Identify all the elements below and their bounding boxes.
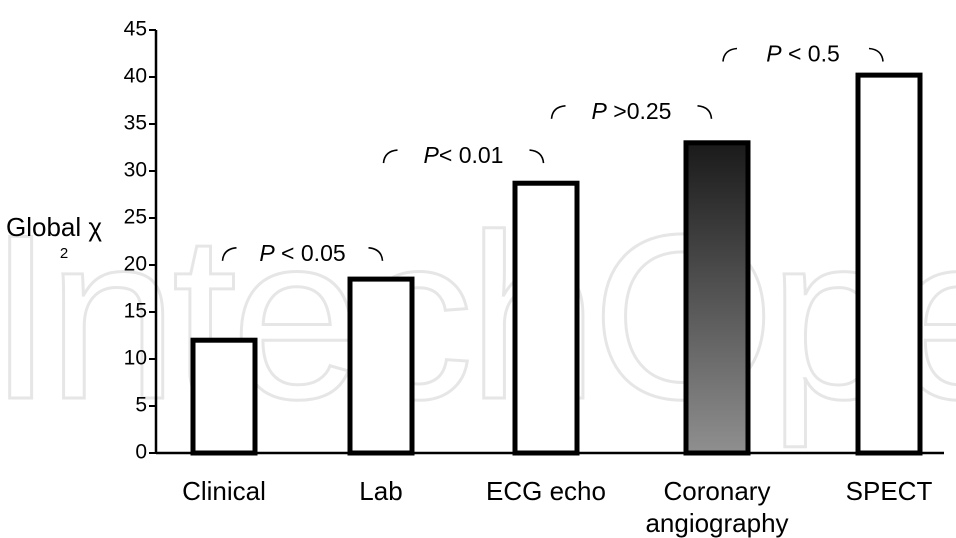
category-label: Clinical [182, 476, 266, 506]
y-axis-label-superscript: 2 [60, 245, 68, 262]
p-value-label: P< 0.01 [424, 142, 504, 168]
bracket-right [368, 246, 384, 261]
annotation-p-value: P < 0.5 [722, 41, 884, 67]
annotation-p-value: P < 0.05 [221, 240, 384, 266]
bars [190, 72, 923, 456]
y-tick-label: 45 [124, 18, 147, 41]
p-value-label: P >0.25 [592, 98, 672, 124]
y-tick-label: 35 [124, 112, 147, 135]
bracket-right [697, 105, 713, 119]
significance-annotations: P < 0.05 P< 0.01 P >0.25 P < 0.5 [221, 41, 884, 266]
bar-lab [347, 276, 415, 456]
bar-spect [855, 72, 923, 456]
y-tick-label: 25 [124, 206, 147, 229]
p-value-label: P < 0.05 [259, 240, 345, 266]
bracket-right [529, 149, 545, 164]
y-tick-label: 5 [135, 394, 147, 417]
category-label: ECG echo [486, 476, 606, 506]
bar-coronary-angiography [683, 140, 751, 456]
bracket-left [722, 47, 738, 62]
annotation-p-value: P< 0.01 [382, 142, 545, 168]
category-labels: Clinical Lab ECG echo Coronary angiography SP… [182, 476, 932, 538]
bracket-left [221, 246, 237, 261]
bar-ecg-echo [512, 180, 580, 456]
watermark-text: IntechOpen [0, 185, 956, 448]
y-axis-label: Global χ [6, 212, 102, 242]
y-tick-label: 20 [124, 253, 147, 276]
category-label: SPECT [846, 476, 933, 506]
y-tick-label: 30 [124, 159, 147, 182]
bracket-left [550, 105, 566, 119]
annotation-p-value: P >0.25 [550, 98, 713, 124]
y-tick-label: 10 [124, 347, 147, 370]
y-tick-label: 0 [135, 441, 147, 464]
bracket-right [868, 47, 884, 62]
category-label: Coronary angiography [645, 476, 788, 538]
y-tick-label: 40 [124, 65, 147, 88]
bracket-left [382, 149, 398, 164]
y-tick-label: 15 [124, 300, 147, 323]
p-value-label: P < 0.5 [766, 41, 840, 67]
category-label: Lab [359, 476, 402, 506]
bar-clinical [190, 337, 258, 456]
